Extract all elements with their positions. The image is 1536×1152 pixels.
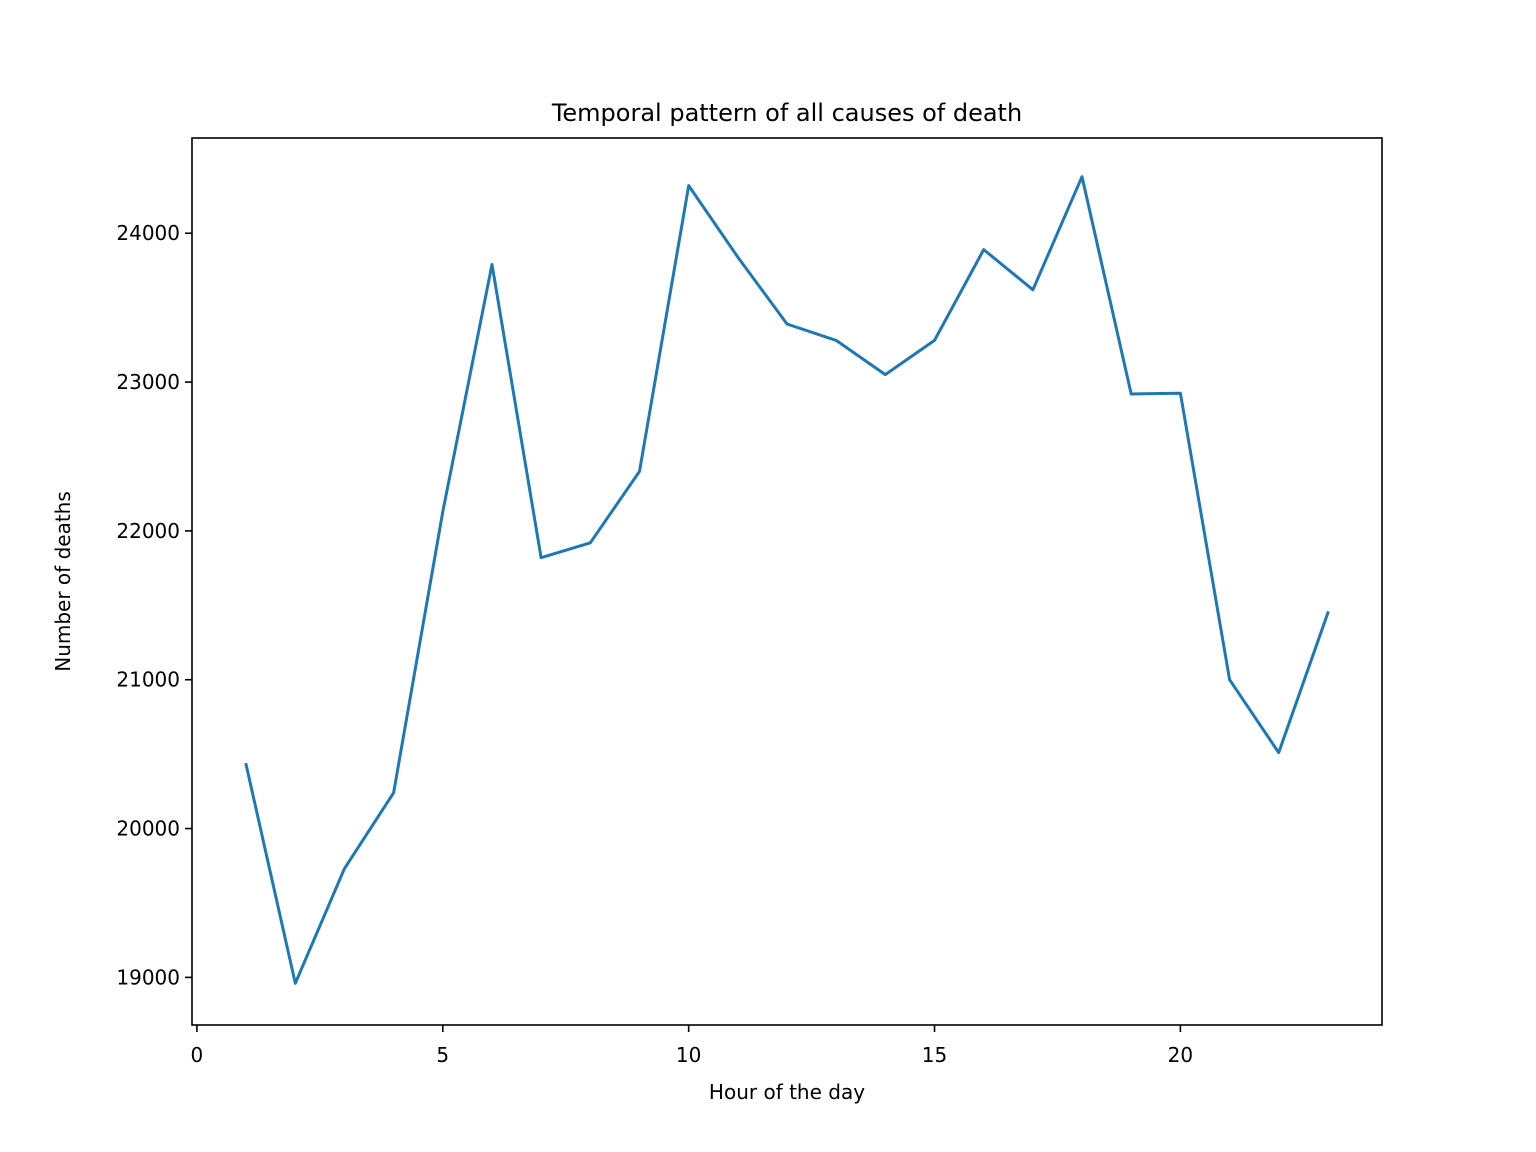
- x-tick-label: 5: [436, 1043, 449, 1067]
- chart-title: Temporal pattern of all causes of death: [551, 99, 1022, 127]
- y-tick-label: 20000: [116, 817, 180, 841]
- y-tick-label: 23000: [116, 370, 180, 394]
- x-tick-label: 10: [676, 1043, 701, 1067]
- y-tick-label: 24000: [116, 221, 180, 245]
- x-tick-label: 20: [1168, 1043, 1193, 1067]
- y-axis: 19000 20000 21000 22000 23000 24000: [116, 221, 192, 989]
- y-tick-label: 21000: [116, 668, 180, 692]
- plot-frame: [191, 137, 1383, 1026]
- x-axis-label: Hour of the day: [709, 1080, 865, 1104]
- x-tick-label: 15: [922, 1043, 947, 1067]
- y-axis-label: Number of deaths: [51, 491, 75, 672]
- plot-area: [244, 175, 1330, 985]
- y-tick-label: 22000: [116, 519, 180, 543]
- x-tick-label: 0: [191, 1043, 204, 1067]
- x-axis: 0 5 10 15 20: [191, 1025, 1193, 1067]
- y-tick-label: 19000: [116, 965, 180, 989]
- series-line: [244, 175, 1330, 985]
